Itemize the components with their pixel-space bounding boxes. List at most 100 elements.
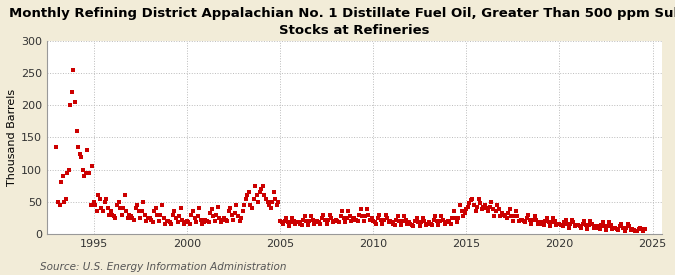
Point bbox=[622, 222, 633, 227]
Point bbox=[222, 219, 233, 223]
Point bbox=[601, 228, 612, 232]
Point bbox=[580, 223, 591, 227]
Point bbox=[346, 219, 357, 223]
Point bbox=[267, 200, 277, 204]
Point bbox=[295, 221, 306, 226]
Point bbox=[533, 222, 543, 227]
Point bbox=[375, 218, 386, 222]
Point bbox=[317, 216, 327, 220]
Point bbox=[234, 219, 245, 223]
Point bbox=[195, 218, 206, 222]
Point bbox=[254, 190, 265, 194]
Point bbox=[214, 216, 225, 220]
Point bbox=[288, 219, 299, 223]
Point bbox=[96, 206, 107, 210]
Point bbox=[192, 214, 203, 218]
Point bbox=[333, 220, 344, 225]
Point bbox=[422, 221, 433, 226]
Point bbox=[406, 223, 417, 227]
Point bbox=[161, 219, 172, 223]
Point bbox=[479, 203, 490, 207]
Point bbox=[286, 220, 296, 225]
Point bbox=[545, 224, 556, 229]
Point bbox=[410, 219, 421, 223]
Point bbox=[566, 218, 577, 222]
Point bbox=[559, 220, 570, 225]
Point bbox=[271, 203, 282, 207]
Point bbox=[441, 220, 452, 225]
Point bbox=[315, 221, 326, 226]
Point bbox=[270, 196, 281, 201]
Point bbox=[312, 219, 323, 223]
Point bbox=[535, 220, 546, 225]
Point bbox=[71, 129, 82, 133]
Point bbox=[327, 220, 338, 225]
Point bbox=[529, 214, 540, 218]
Text: Source: U.S. Energy Information Administration: Source: U.S. Energy Information Administ… bbox=[40, 262, 287, 272]
Point bbox=[191, 220, 202, 225]
Point bbox=[245, 203, 256, 207]
Point bbox=[74, 151, 85, 156]
Point bbox=[215, 220, 226, 225]
Point bbox=[290, 222, 301, 227]
Point bbox=[183, 220, 194, 225]
Point bbox=[59, 200, 70, 204]
Point bbox=[400, 218, 411, 222]
Point bbox=[140, 213, 151, 217]
Point bbox=[323, 218, 333, 222]
Point bbox=[95, 196, 105, 201]
Point bbox=[144, 216, 155, 220]
Point bbox=[500, 214, 510, 218]
Point bbox=[517, 218, 528, 222]
Point bbox=[313, 220, 324, 225]
Point bbox=[486, 200, 497, 204]
Point bbox=[627, 227, 638, 231]
Point bbox=[82, 148, 93, 152]
Point bbox=[502, 216, 512, 220]
Point bbox=[383, 220, 394, 225]
Point bbox=[86, 164, 97, 169]
Point bbox=[202, 219, 213, 223]
Point bbox=[493, 207, 504, 212]
Point bbox=[126, 214, 136, 218]
Point bbox=[379, 218, 389, 222]
Point bbox=[331, 218, 342, 222]
Point bbox=[374, 213, 385, 217]
Point bbox=[101, 196, 111, 201]
Point bbox=[520, 220, 531, 225]
Point bbox=[117, 206, 128, 210]
Point bbox=[495, 214, 506, 218]
Point bbox=[198, 220, 209, 225]
Point bbox=[213, 205, 223, 209]
Point bbox=[337, 209, 348, 214]
Point bbox=[537, 221, 547, 226]
Point bbox=[262, 200, 273, 204]
Point bbox=[349, 216, 360, 220]
Point bbox=[105, 209, 116, 214]
Point bbox=[226, 213, 237, 217]
Point bbox=[484, 205, 495, 209]
Point bbox=[470, 209, 481, 214]
Point bbox=[585, 219, 596, 223]
Point bbox=[593, 225, 603, 230]
Point bbox=[220, 218, 231, 222]
Point bbox=[284, 224, 295, 229]
Point bbox=[421, 223, 431, 227]
Point bbox=[448, 209, 459, 214]
Point bbox=[570, 224, 580, 229]
Point bbox=[98, 209, 109, 214]
Point bbox=[512, 214, 523, 218]
Point bbox=[173, 214, 184, 218]
Point bbox=[296, 223, 307, 227]
Point bbox=[450, 216, 461, 220]
Point bbox=[70, 100, 80, 104]
Point bbox=[389, 223, 400, 227]
Point bbox=[523, 213, 534, 217]
Point bbox=[236, 216, 246, 220]
Point bbox=[155, 213, 166, 217]
Point bbox=[466, 198, 477, 203]
Point bbox=[146, 218, 157, 222]
Point bbox=[366, 216, 377, 220]
Point bbox=[203, 220, 214, 225]
Point bbox=[599, 224, 610, 229]
